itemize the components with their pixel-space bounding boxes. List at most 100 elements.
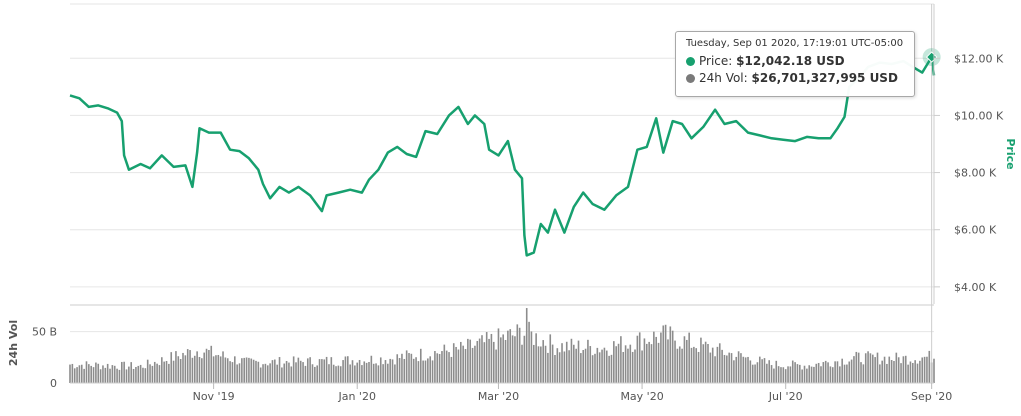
volume-bar xyxy=(130,362,133,383)
volume-bar xyxy=(874,357,876,383)
volume-bar xyxy=(843,364,846,383)
volume-bar xyxy=(295,362,297,383)
volume-bar xyxy=(408,353,410,383)
volume-bar xyxy=(690,347,693,383)
volume-bar xyxy=(631,351,634,383)
volume-bar xyxy=(591,355,594,383)
volume-bar xyxy=(888,356,891,383)
volume-bar xyxy=(415,357,417,383)
volume-bar xyxy=(582,350,585,383)
volume-bar xyxy=(549,334,552,383)
volume-bar xyxy=(824,360,827,383)
volume-bar xyxy=(276,364,278,383)
volume-bar xyxy=(697,351,700,383)
volume-bar xyxy=(69,364,71,383)
volume-bar xyxy=(758,356,761,383)
price-series xyxy=(69,4,941,383)
volume-bar xyxy=(238,363,241,383)
volume-bar xyxy=(733,360,735,383)
volume-bar xyxy=(88,364,90,383)
volume-bar xyxy=(97,363,100,383)
volume-bar xyxy=(544,345,547,383)
volume-bar xyxy=(848,361,851,383)
volume-bar xyxy=(627,348,629,383)
volume-bar xyxy=(278,357,281,383)
volume-bar xyxy=(356,362,359,383)
volume-bar xyxy=(836,361,839,383)
volume-bar xyxy=(434,351,436,383)
price-tick-label: $12.00 K xyxy=(954,52,1004,65)
x-tick-label: Mar '20 xyxy=(478,390,519,403)
volume-bar xyxy=(876,352,879,383)
volume-bar xyxy=(262,364,264,383)
volume-bar xyxy=(540,346,542,383)
volume-bar xyxy=(252,359,255,383)
volume-bar xyxy=(219,356,222,383)
volume-bar xyxy=(349,364,351,383)
volume-bar xyxy=(306,358,309,383)
volume-bar xyxy=(500,337,502,383)
volume-bar xyxy=(636,335,639,383)
volume-bar xyxy=(547,352,549,383)
tooltip-price-value: $12,042.18 USD xyxy=(736,54,845,68)
volume-bar xyxy=(203,352,205,383)
volume-bar xyxy=(257,361,260,383)
volume-bar xyxy=(775,360,778,383)
volume-bar xyxy=(857,352,860,383)
volume-bar xyxy=(78,365,81,383)
volume-bar xyxy=(210,345,213,383)
price-tick-label: $4.00 K xyxy=(954,281,997,294)
volume-bar xyxy=(172,360,175,383)
volume-bar xyxy=(808,365,811,383)
volume-bar xyxy=(332,364,335,383)
tooltip-date: Tuesday, Sep 01 2020, 17:19:01 UTC-05:00 xyxy=(686,38,904,49)
volume-bar xyxy=(542,340,544,383)
volume-bar xyxy=(417,361,420,383)
volume-bar xyxy=(330,357,333,383)
volume-dot-icon xyxy=(686,74,695,83)
volume-bar xyxy=(594,353,596,383)
volume-bar xyxy=(923,356,926,383)
volume-bar xyxy=(817,362,820,383)
volume-bar xyxy=(787,366,789,383)
volume-bar xyxy=(208,350,210,383)
volume-bar xyxy=(161,357,163,383)
volume-bar xyxy=(488,338,490,383)
volume-bar xyxy=(914,360,916,383)
volume-bar xyxy=(457,349,460,383)
volume-bar xyxy=(589,346,592,383)
volume-bar xyxy=(532,344,535,383)
volume-bar xyxy=(474,345,476,383)
volume-bar xyxy=(598,352,601,383)
volume-bar xyxy=(886,363,888,383)
volume-bar xyxy=(476,340,479,383)
volume-bar xyxy=(629,344,632,383)
x-tick-label: Jul '20 xyxy=(768,390,803,403)
volume-bar xyxy=(135,366,137,383)
volume-bar xyxy=(794,362,796,383)
volume-bar xyxy=(796,364,799,383)
volume-bar xyxy=(379,357,382,383)
volume-bar xyxy=(728,352,730,383)
volume-bar xyxy=(521,344,523,383)
volume-bar xyxy=(867,351,869,383)
volume-bar xyxy=(396,354,399,383)
volume-bar xyxy=(667,339,669,383)
volume-bar xyxy=(561,343,563,383)
volume-bar xyxy=(881,360,884,383)
volume-bar xyxy=(285,361,288,383)
volume-bar xyxy=(638,332,641,383)
volume-bar xyxy=(839,366,841,383)
volume-bar xyxy=(302,362,304,383)
volume-bar xyxy=(389,358,391,383)
volume-bar xyxy=(339,366,342,383)
volume-bar xyxy=(217,354,220,383)
grid-layer xyxy=(70,3,934,384)
volume-bar xyxy=(471,347,474,383)
volume-bar xyxy=(784,369,787,383)
volume-bar xyxy=(831,367,834,383)
volume-bar xyxy=(862,364,865,383)
volume-tick-label: 50 B xyxy=(32,326,57,339)
